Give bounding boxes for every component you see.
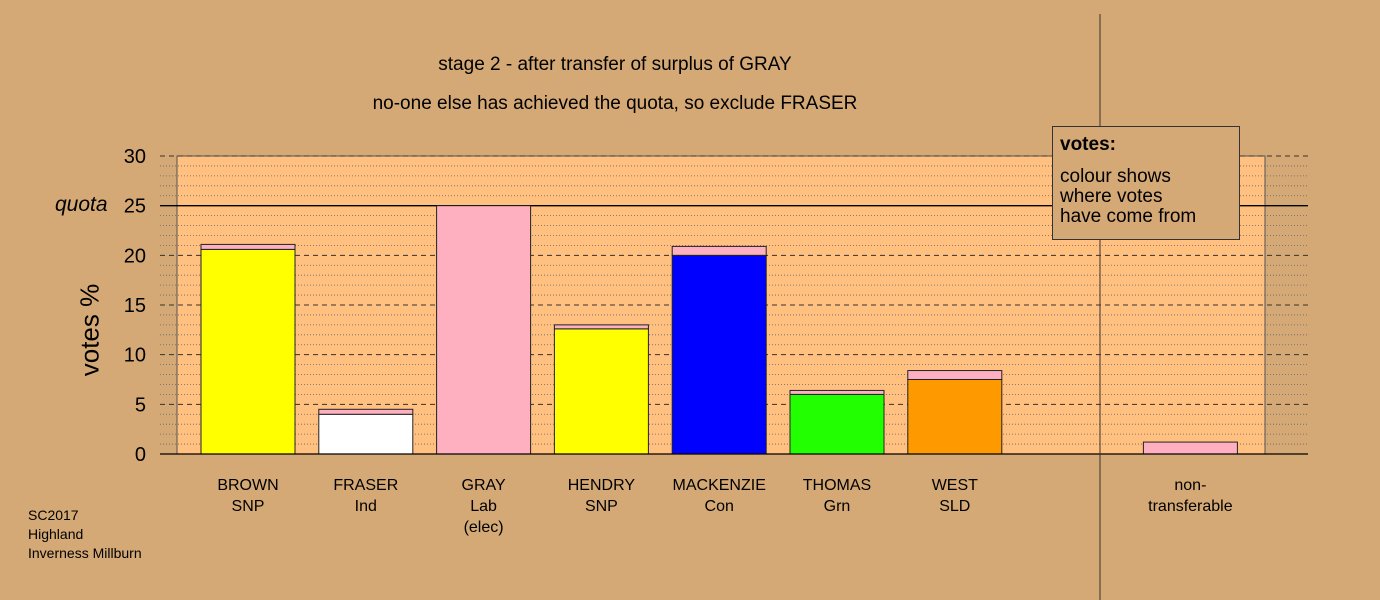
bar-segment [200, 243, 296, 250]
footer-info: SC2017 Highland Inverness Millburn [28, 506, 142, 563]
footer-line: Inverness Millburn [28, 545, 142, 561]
y-tick-label: 0 [135, 444, 146, 466]
y-tick-label: 25 [124, 196, 146, 218]
x-tick-label: SNP [585, 498, 618, 515]
chart-subtitle: no-one else has achieved the quota, so e… [372, 93, 858, 114]
quota-label: quota [55, 193, 108, 216]
bar-segment [789, 389, 885, 395]
legend-line: where votes [1060, 186, 1163, 207]
x-tick-label: WEST [932, 477, 978, 494]
y-tick-label: 30 [124, 146, 146, 168]
bar-segment [671, 254, 767, 455]
bar-segment [789, 393, 885, 455]
x-tick-label: FRASER [333, 477, 398, 494]
bar-segment [553, 328, 649, 455]
bar-segment [553, 324, 649, 330]
legend-title: votes: [1060, 134, 1116, 155]
x-tick-label: non- [1174, 477, 1206, 494]
bar-segment [907, 379, 1003, 455]
bar-segment [1142, 441, 1238, 455]
x-tick-label: HENDRY [568, 477, 636, 494]
x-tick-label: transferable [1148, 498, 1233, 515]
x-tick-label: Grn [824, 498, 851, 515]
y-tick-label: 20 [124, 245, 146, 267]
footer-line: Highland [28, 526, 84, 542]
legend: votes: colour shows where votes have com… [1052, 126, 1240, 240]
bar-segment [907, 370, 1003, 380]
x-tick-label: Lab [470, 498, 497, 515]
chart-title: stage 2 - after transfer of surplus of G… [438, 54, 792, 75]
legend-line: colour shows [1060, 166, 1171, 187]
bar-segment [436, 205, 532, 455]
x-tick-label: GRAY [462, 477, 506, 494]
y-tick-label: 15 [124, 295, 146, 317]
x-tick-label: SLD [939, 498, 970, 515]
y-tick-label: 10 [124, 345, 146, 367]
x-tick-label: THOMAS [803, 477, 871, 494]
x-tick-label: MACKENZIE [673, 477, 766, 494]
x-tick-label: BROWN [217, 477, 278, 494]
bar-segment [318, 408, 414, 415]
bar-segment [671, 245, 767, 256]
x-tick-label: (elec) [464, 519, 504, 536]
footer-line: SC2017 [28, 507, 79, 523]
x-tick-label: Con [705, 498, 734, 515]
x-tick-label: SNP [232, 498, 265, 515]
bar-segment [200, 248, 296, 455]
bar-segment [318, 413, 414, 455]
y-tick-label: 5 [135, 394, 146, 416]
y-axis-label: votes % [74, 283, 105, 377]
x-tick-label: Ind [355, 498, 377, 515]
legend-line: have come from [1060, 206, 1197, 227]
